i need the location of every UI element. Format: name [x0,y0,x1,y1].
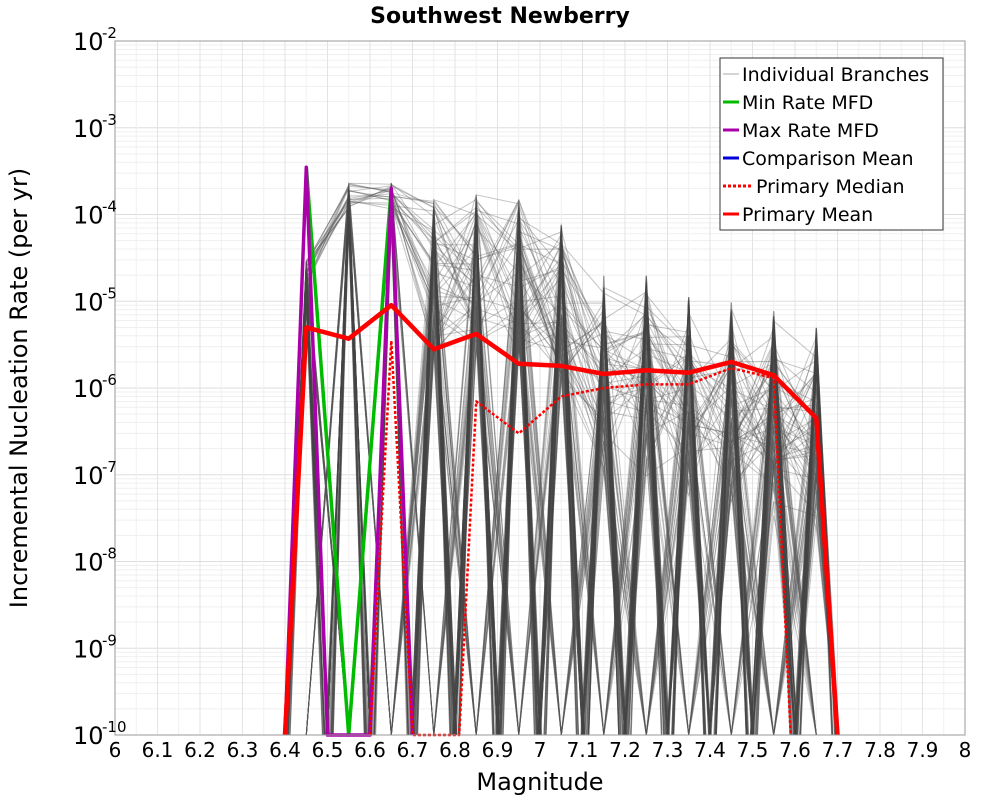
branch-spike [752,319,795,736]
x-tick-label: 6.8 [439,738,471,762]
y-tick-label: 10 [73,202,104,230]
legend-label: Comparison Mean [742,148,914,170]
branch-spike [710,311,753,736]
y-tick-label: 10 [73,722,104,750]
branch-spike [583,288,625,736]
legend-label: Min Rate MFD [742,92,873,114]
x-tick-label: 7.1 [567,738,599,762]
y-tick-label: 10 [73,115,104,143]
y-tick-exponent: -3 [102,111,117,129]
legend-box [719,57,944,231]
legend-label: Individual Branches [742,64,929,86]
y-axis-label: Incremental Nucleation Rate (per yr) [5,168,33,608]
series-line-primary-mean [282,302,840,736]
branch-spike [537,226,585,736]
y-tick-label: 10 [73,28,104,56]
branch-spike [332,187,365,736]
y-tick-exponent: -6 [102,371,117,389]
y-tick-exponent: -10 [102,718,127,736]
y-tick-exponent: -7 [102,458,117,476]
x-tick-label: 6.3 [227,738,259,762]
branch-line [284,185,838,736]
branch-spike [667,335,711,736]
x-axis-label: Magnitude [476,768,603,796]
x-tick-label: 6.9 [482,738,514,762]
branch-spike [792,349,840,736]
branch-line [285,188,838,736]
x-tick-label: 6.1 [142,738,174,762]
y-tick-label: 10 [73,288,104,316]
branch-spike [412,209,456,736]
plot-frame [114,40,966,736]
x-tick-label: 7.4 [694,738,726,762]
x-tick-label: 6.4 [269,738,301,762]
y-tick-exponent: -4 [102,198,117,216]
y-tick-exponent: -2 [102,24,117,42]
branch-spike [627,305,666,736]
x-tick-label: 7.6 [779,738,811,762]
y-tick-label: 10 [73,549,104,577]
branch-line [285,189,838,736]
branch-spike [666,334,712,736]
y-tick-label: 10 [73,375,104,403]
x-tick-label: 6.2 [184,738,216,762]
x-tick-label: 6 [109,738,122,762]
x-tick-label: 7.3 [652,738,684,762]
branch-spike [629,307,663,736]
y-tick-exponent: -9 [102,631,117,649]
branch-spike [498,213,539,736]
x-tick-label: 8 [959,738,972,762]
branch-spike [496,208,541,736]
y-tick-exponent: -5 [102,284,117,302]
x-tick-label: 6.5 [312,738,344,762]
legend-label: Primary Median [756,176,905,198]
branch-spike [714,332,749,736]
x-tick-label: 7.7 [822,738,854,762]
legend: Individual Branches Min Rate MFD Max Rate … [719,57,944,231]
y-tick-exponent: -8 [102,545,117,563]
x-tick-label: 7.2 [609,738,641,762]
legend-label: Primary Mean [742,204,873,226]
branch-spike [672,303,706,736]
x-tick-label: 7.8 [864,738,896,762]
branch-spike [414,231,453,736]
x-tick-label: 6.6 [354,738,386,762]
branch-spike [458,198,494,736]
branch-spike [623,314,669,736]
x-tick-label: 6.7 [397,738,429,762]
branch-spike [751,316,796,736]
branch-spike [587,312,621,736]
x-tick-label: 7.9 [907,738,939,762]
branch-spike [495,214,543,736]
x-tick-label: 7 [534,738,547,762]
branch-line [285,201,838,736]
legend-label: Max Rate MFD [742,120,879,142]
chart-title: Southwest Newberry [370,4,630,29]
branch-spike [671,297,707,736]
y-tick-label: 10 [73,462,104,490]
branch-spike [502,236,536,736]
x-tick-label: 7.5 [737,738,769,762]
x-tick-labels: 6 6.1 6.2 6.3 6.4 6.5 6.6 6.7 6.8 6.9 7 7.1 7.2 7.3 7.… [109,738,972,762]
y-tick-label: 10 [73,635,104,663]
